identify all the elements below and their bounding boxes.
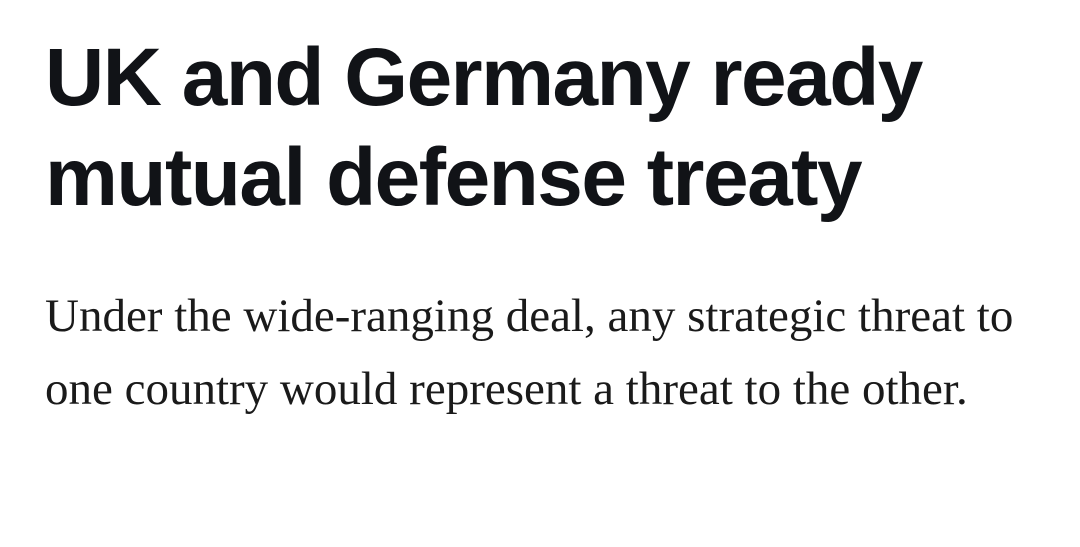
article-header: UK and Germany ready mutual defense trea… <box>45 28 1035 426</box>
article-summary: Under the wide-ranging deal, any strateg… <box>45 290 1014 415</box>
headline: UK and Germany ready mutual defense trea… <box>45 32 923 223</box>
